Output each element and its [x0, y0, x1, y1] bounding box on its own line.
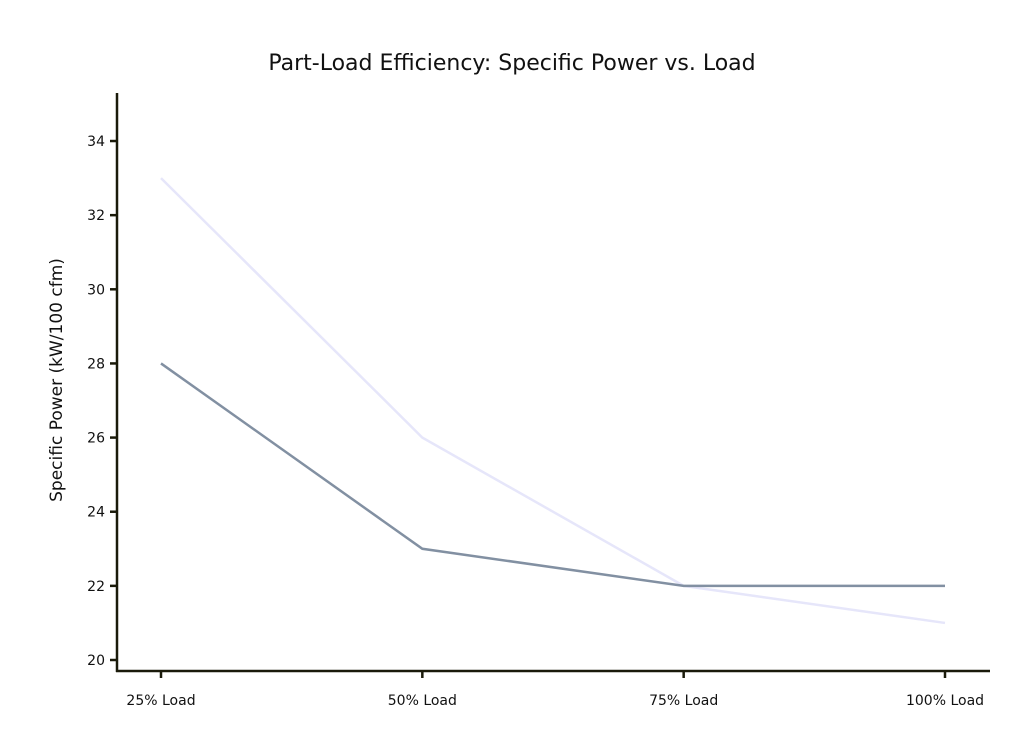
y-tick-label: 32	[87, 208, 105, 224]
series-line-2	[160, 362, 945, 588]
x-tick-label: 50% Load	[388, 693, 457, 709]
y-tick-label: 20	[87, 653, 105, 669]
y-tick-label: 28	[87, 356, 105, 372]
x-tick-label: 75% Load	[649, 693, 718, 709]
y-tick-label: 34	[87, 134, 105, 150]
axes-layer: 20 22 24 26 28 30 32 34 25% Load 50% Load 75% Load…	[87, 93, 990, 709]
y-tick-label: 24	[87, 505, 105, 521]
y-tick-label: 22	[87, 579, 105, 595]
chart-title: Part-Load Efficiency: Specific Power vs.…	[268, 51, 755, 76]
y-axis-label: Specific Power (kW/100 cfm)	[47, 258, 67, 502]
x-tick-label: 25% Load	[126, 693, 195, 709]
y-tick-label: 30	[87, 282, 105, 298]
series-line-1	[160, 177, 946, 625]
y-tick-label: 26	[87, 431, 105, 447]
x-tick-label: 100% Load	[906, 693, 984, 709]
series-layer	[160, 177, 946, 625]
